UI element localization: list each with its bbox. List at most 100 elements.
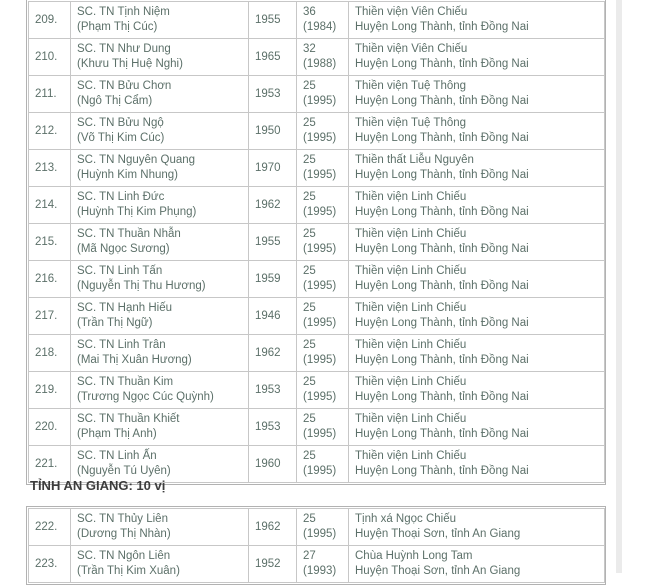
temple-location: Huyện Long Thành, tỉnh Đồng Nai xyxy=(355,280,529,292)
province-section-heading: TỈNH AN GIANG: 10 vị xyxy=(30,478,166,493)
row-number: 214. xyxy=(28,186,71,224)
row-number: 222. xyxy=(28,508,71,546)
age-year: (1988) xyxy=(303,58,337,70)
birth-name: (Huỳnh Thị Kim Phụng) xyxy=(77,206,197,218)
ordination-age-cell: 25 (1995) xyxy=(296,445,349,483)
ordination-age-cell: 25 (1995) xyxy=(296,371,349,409)
birth-name: (Phạm Thị Cúc) xyxy=(77,21,158,33)
nun-name-cell: SC. TN Thuần Kim (Trương Ngọc Cúc Quỳnh) xyxy=(70,371,249,409)
dharma-name: SC. TN Linh Ấn xyxy=(77,450,157,462)
temple-name: Thiền viện Linh Chiếu xyxy=(355,450,467,462)
birth-year: 1970 xyxy=(248,149,297,187)
ordination-age-cell: 36 (1984) xyxy=(296,1,349,39)
table-row: 211. SC. TN Bửu Chơn (Ngô Thị Cẩm) 1953 … xyxy=(28,75,605,113)
temple-cell: Thiền viện Linh Chiếu Huyện Long Thành, … xyxy=(348,297,605,335)
ordination-age-cell: 25 (1995) xyxy=(296,334,349,372)
birth-year: 1962 xyxy=(248,508,297,546)
age-year: (1995) xyxy=(303,528,337,540)
age-value: 25 xyxy=(303,80,316,92)
birth-year: 1950 xyxy=(248,112,297,150)
temple-location: Huyện Long Thành, tỉnh Đồng Nai xyxy=(355,132,529,144)
age-value: 32 xyxy=(303,43,316,55)
age-value: 25 xyxy=(303,513,316,525)
age-year: (1995) xyxy=(303,95,337,107)
birth-name: (Nguyễn Thị Thu Hương) xyxy=(77,280,206,292)
age-year: (1995) xyxy=(303,354,337,366)
row-number: 217. xyxy=(28,297,71,335)
age-year: (1995) xyxy=(303,169,337,181)
table-row: 215. SC. TN Thuần Nhẫn (Mã Ngọc Sương) 1… xyxy=(28,223,605,261)
row-number: 216. xyxy=(28,260,71,298)
birth-name: (Mã Ngọc Sương) xyxy=(77,243,170,255)
ordination-age-cell: 27 (1993) xyxy=(296,545,349,583)
ordination-age-cell: 25 (1995) xyxy=(296,223,349,261)
table-row: 209. SC. TN Tịnh Niệm (Phạm Thị Cúc) 195… xyxy=(28,1,605,39)
nun-name-cell: SC. TN Linh Tấn (Nguyễn Thị Thu Hương) xyxy=(70,260,249,298)
temple-cell: Thiền viện Linh Chiếu Huyện Long Thành, … xyxy=(348,260,605,298)
nun-name-cell: SC. TN Ngôn Liên (Trần Thị Kim Xuân) xyxy=(70,545,249,583)
age-value: 25 xyxy=(303,376,316,388)
temple-name: Thiền viện Tuệ Thông xyxy=(355,80,467,92)
age-value: 27 xyxy=(303,550,316,562)
table-row: 220. SC. TN Thuần Khiết (Phạm Thị Anh) 1… xyxy=(28,408,605,446)
age-year: (1995) xyxy=(303,243,337,255)
age-year: (1984) xyxy=(303,21,337,33)
temple-cell: Thiền viện Linh Chiếu Huyện Long Thành, … xyxy=(348,408,605,446)
age-value: 25 xyxy=(303,117,316,129)
dharma-name: SC. TN Linh Trân xyxy=(77,339,166,351)
temple-cell: Thiền viện Linh Chiếu Huyện Long Thành, … xyxy=(348,186,605,224)
table-row: 216. SC. TN Linh Tấn (Nguyễn Thị Thu Hươ… xyxy=(28,260,605,298)
ordination-age-cell: 25 (1995) xyxy=(296,186,349,224)
dharma-name: SC. TN Linh Tấn xyxy=(77,265,163,277)
table-row: 210. SC. TN Như Dung (Khưu Thị Huệ Nghi)… xyxy=(28,38,605,76)
dharma-name: SC. TN Bửu Ngộ xyxy=(77,117,164,129)
temple-location: Huyện Long Thành, tỉnh Đồng Nai xyxy=(355,58,529,70)
table-row: 217. SC. TN Hạnh Hiếu (Trần Thị Ngữ) 194… xyxy=(28,297,605,335)
temple-location: Huyện Long Thành, tỉnh Đồng Nai xyxy=(355,391,529,403)
table-row: 219. SC. TN Thuần Kim (Trương Ngọc Cúc Q… xyxy=(28,371,605,409)
nun-name-cell: SC. TN Bửu Chơn (Ngô Thị Cẩm) xyxy=(70,75,249,113)
table-row: 213. SC. TN Nguyên Quang (Huỳnh Kim Nhun… xyxy=(28,149,605,187)
age-year: (1993) xyxy=(303,565,337,577)
birth-year: 1952 xyxy=(248,545,297,583)
temple-cell: Thiền viện Tuệ Thông Huyện Long Thành, t… xyxy=(348,112,605,150)
nun-name-cell: SC. TN Hạnh Hiếu (Trần Thị Ngữ) xyxy=(70,297,249,335)
row-number: 223. xyxy=(28,545,71,583)
nun-name-cell: SC. TN Thuần Nhẫn (Mã Ngọc Sương) xyxy=(70,223,249,261)
temple-location: Huyện Long Thành, tỉnh Đồng Nai xyxy=(355,95,529,107)
birth-year: 1965 xyxy=(248,38,297,76)
dharma-name: SC. TN Hạnh Hiếu xyxy=(77,302,173,314)
birth-name: (Huỳnh Kim Nhung) xyxy=(77,169,178,181)
age-value: 25 xyxy=(303,265,316,277)
ordination-age-cell: 25 (1995) xyxy=(296,408,349,446)
birth-year: 1946 xyxy=(248,297,297,335)
temple-name: Thiền viện Linh Chiếu xyxy=(355,228,467,240)
row-number: 213. xyxy=(28,149,71,187)
dharma-name: SC. TN Thuần Kim xyxy=(77,376,174,388)
temple-name: Thiền viện Linh Chiếu xyxy=(355,413,467,425)
nun-name-cell: SC. TN Nguyên Quang (Huỳnh Kim Nhung) xyxy=(70,149,249,187)
table-row: 222. SC. TN Thủy Liên (Dương Thị Nhàn) 1… xyxy=(28,508,605,546)
age-value: 25 xyxy=(303,302,316,314)
birth-year: 1953 xyxy=(248,408,297,446)
age-year: (1995) xyxy=(303,465,337,477)
age-value: 25 xyxy=(303,339,316,351)
temple-name: Chùa Huỳnh Long Tam xyxy=(355,550,473,562)
dharma-name: SC. TN Thuần Khiết xyxy=(77,413,180,425)
temple-cell: Thiền viện Viên Chiếu Huyện Long Thành, … xyxy=(348,1,605,39)
dharma-name: SC. TN Thuần Nhẫn xyxy=(77,228,181,240)
birth-name: (Mai Thị Xuân Hương) xyxy=(77,354,192,366)
temple-name: Thiền viện Linh Chiếu xyxy=(355,265,467,277)
birth-name: (Nguyễn Tú Uyên) xyxy=(77,465,171,477)
birth-name: (Dương Thị Nhàn) xyxy=(77,528,171,540)
temple-name: Thiền viện Linh Chiếu xyxy=(355,376,467,388)
row-number: 211. xyxy=(28,75,71,113)
nun-name-cell: SC. TN Như Dung (Khưu Thị Huệ Nghi) xyxy=(70,38,249,76)
temple-cell: Thiền viện Viên Chiếu Huyện Long Thành, … xyxy=(348,38,605,76)
birth-year: 1962 xyxy=(248,334,297,372)
age-value: 25 xyxy=(303,413,316,425)
nun-roster-table-dong-nai: 209. SC. TN Tịnh Niệm (Phạm Thị Cúc) 195… xyxy=(26,0,606,485)
temple-name: Thiền viện Viên Chiếu xyxy=(355,43,468,55)
temple-name: Thiền viện Viên Chiếu xyxy=(355,6,468,18)
temple-location: Huyện Long Thành, tỉnh Đồng Nai xyxy=(355,317,529,329)
